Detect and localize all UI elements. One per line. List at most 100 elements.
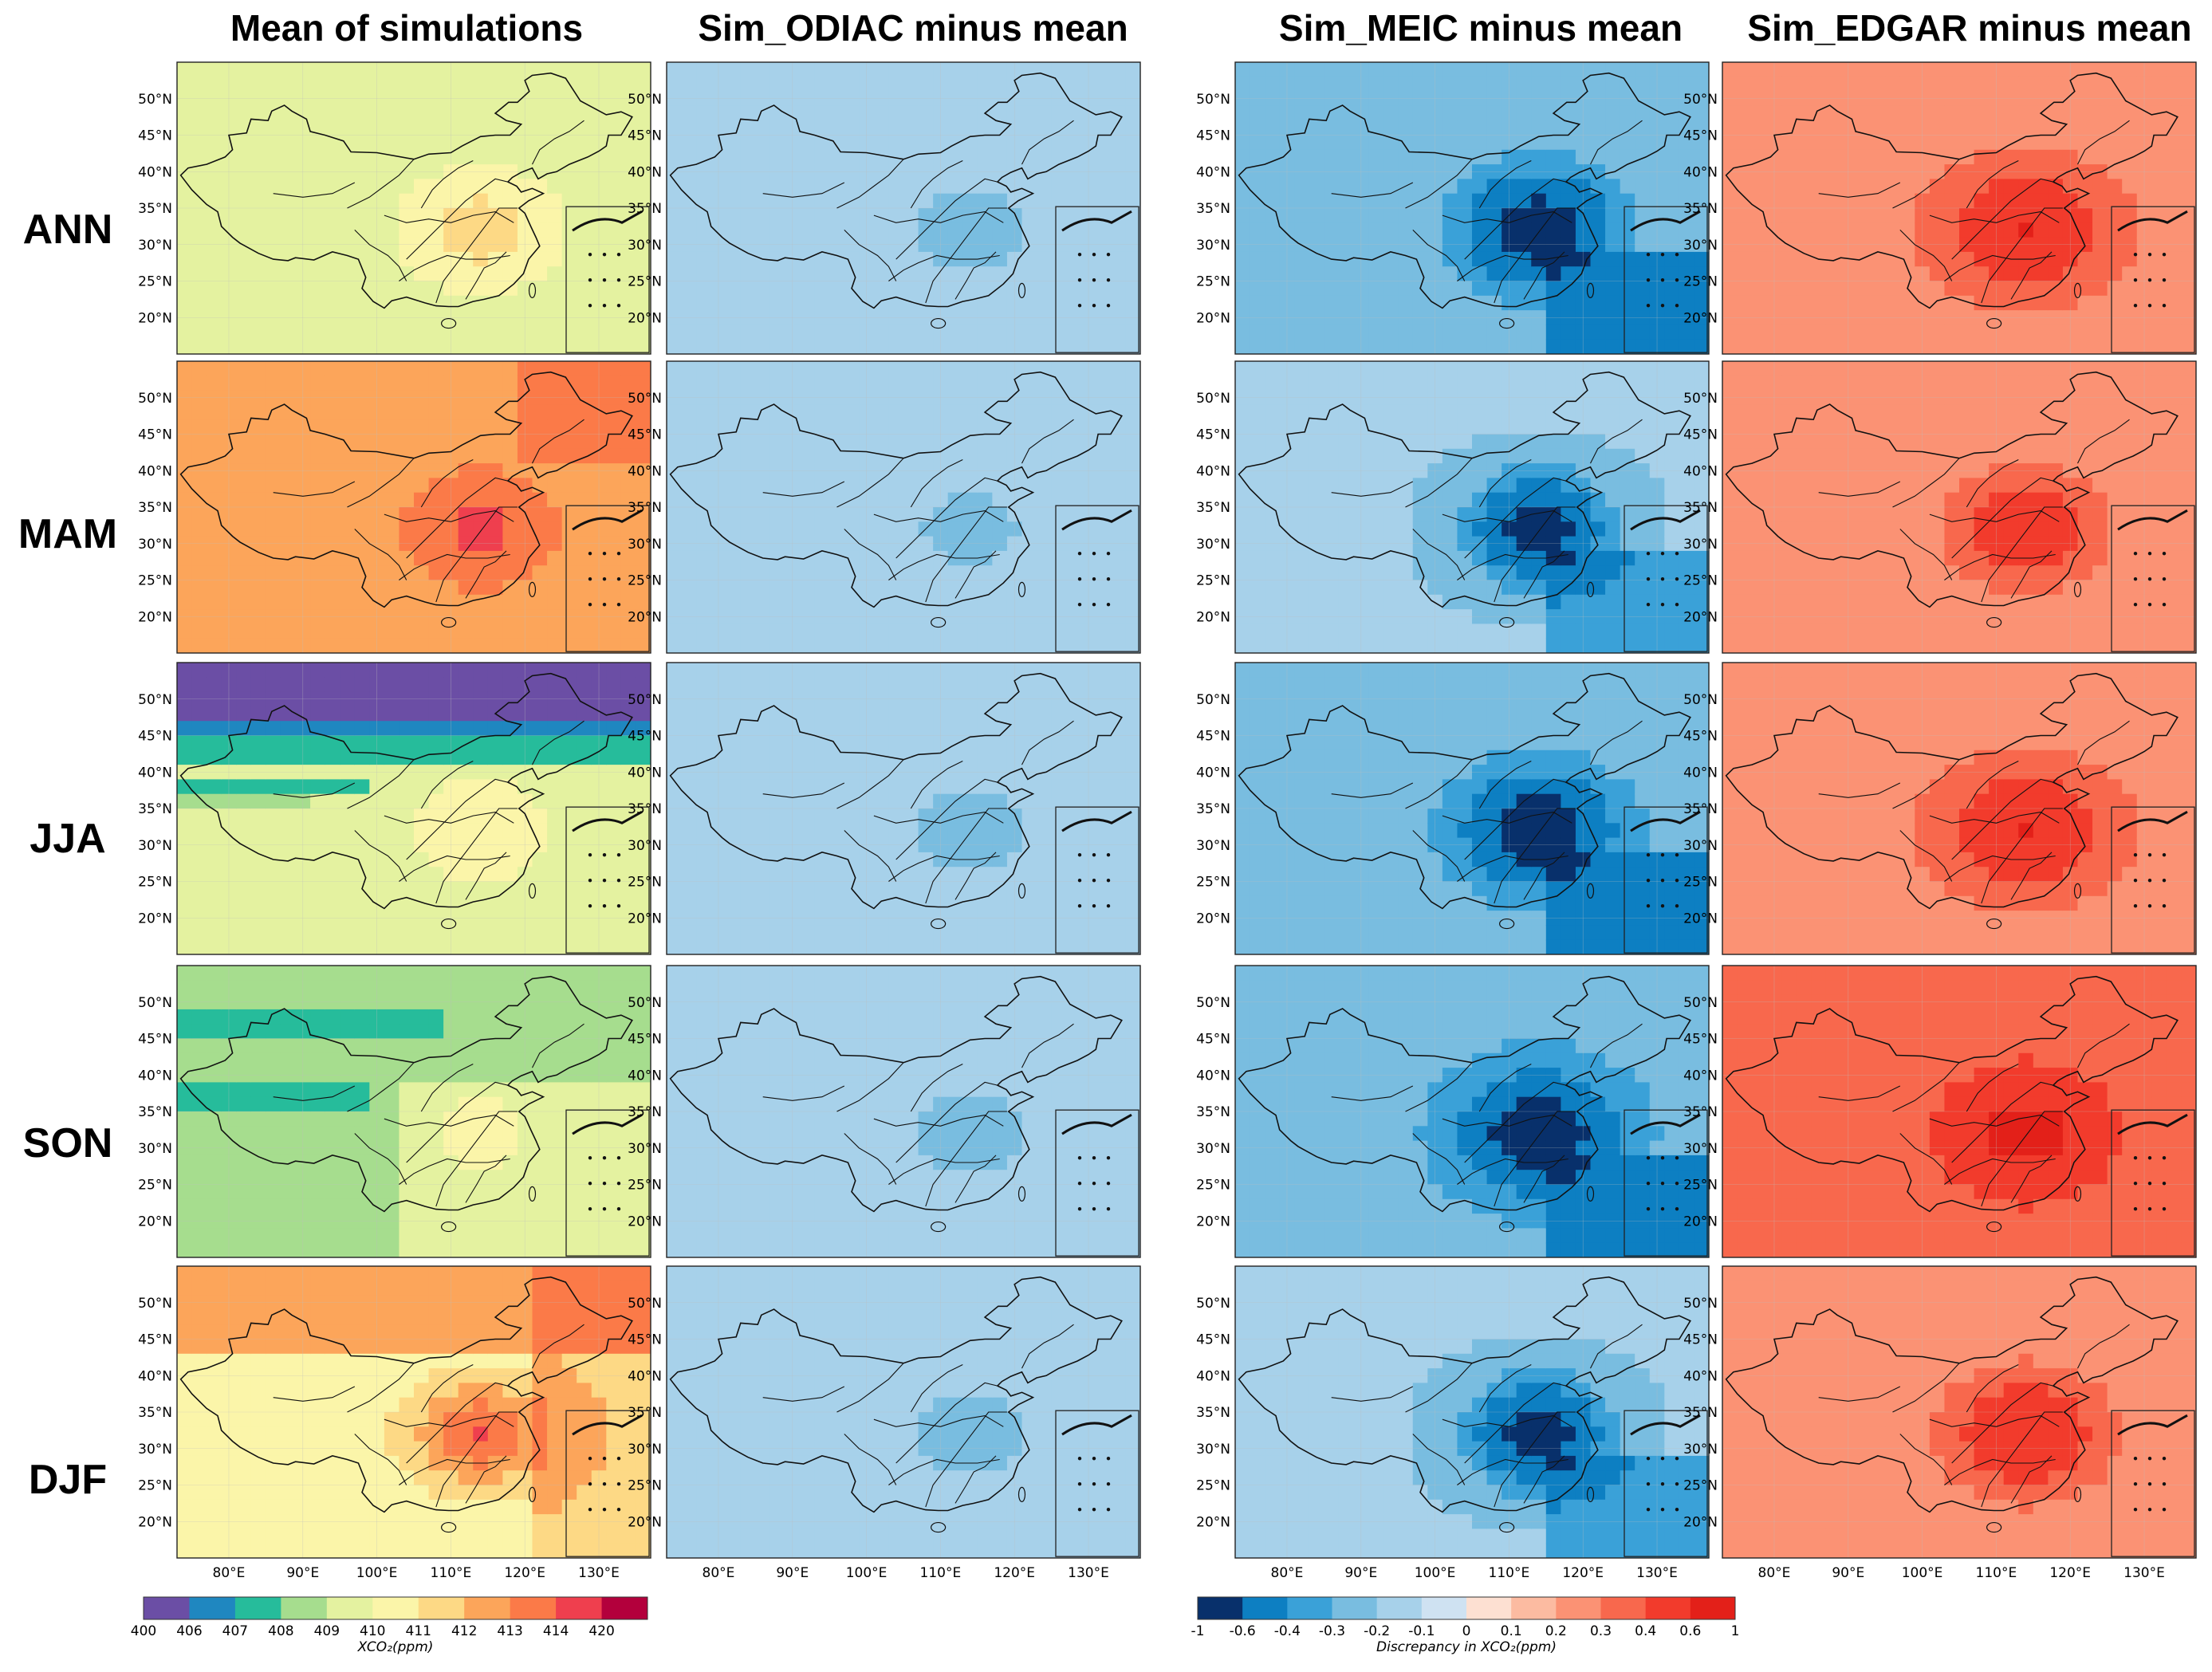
heatmap-cell (384, 1514, 400, 1529)
heatmap-cell (1037, 638, 1053, 653)
heatmap-cell (310, 1383, 326, 1399)
heatmap-cell (191, 1170, 207, 1186)
heatmap-cell (443, 1096, 459, 1112)
heatmap-cell (443, 1170, 459, 1186)
heatmap-cell (620, 434, 637, 450)
heatmap-cell (888, 149, 904, 165)
heatmap-cell (532, 1543, 548, 1558)
heatmap-cell (888, 77, 904, 92)
heatmap-cell (280, 1470, 297, 1486)
heatmap-cell (755, 721, 771, 737)
heatmap-cell (726, 852, 742, 867)
heatmap-cell (458, 1441, 474, 1457)
heatmap-cell (1021, 448, 1037, 464)
lat-tick-label: 20°N (628, 310, 662, 326)
heatmap-cell (280, 1228, 297, 1244)
heatmap-cell (620, 1324, 637, 1340)
heatmap-cell (280, 120, 297, 136)
heatmap-cell (384, 735, 400, 751)
heatmap-cell (620, 1024, 637, 1040)
heatmap-cell (1066, 478, 1082, 494)
heatmap-cell (873, 91, 890, 107)
heatmap-cell (606, 624, 622, 639)
heatmap-cell (221, 179, 237, 195)
province-border (873, 510, 1004, 522)
heatmap-cell (177, 1514, 193, 1529)
heatmap-cell (502, 565, 518, 581)
heatmap-cell (221, 62, 237, 77)
heatmap-cell (636, 1126, 651, 1142)
heatmap-cell (933, 266, 949, 282)
heatmap-cell (947, 361, 963, 376)
heatmap-cell (606, 594, 622, 610)
heatmap-cell (620, 779, 637, 795)
heatmap-cell (620, 1499, 637, 1515)
heatmap-cell (236, 1499, 252, 1515)
heatmap-cell (250, 867, 266, 883)
heatmap-cell (354, 749, 370, 765)
heatmap-cell (977, 492, 993, 508)
inset-island (1092, 576, 1096, 581)
heatmap-cell (502, 339, 518, 354)
heatmap-cell (354, 939, 370, 954)
heatmap-cell (399, 980, 415, 996)
heatmap-cell (221, 135, 237, 151)
heatmap-cell (547, 1281, 563, 1296)
lat-tick-label: 25°N (138, 274, 172, 290)
heatmap-cell (903, 77, 919, 92)
heatmap-cell (992, 550, 1008, 566)
lat-tick-label: 25°N (138, 875, 172, 891)
heatmap-cell (280, 1368, 297, 1383)
heatmap-cell (221, 793, 237, 809)
inset-island (602, 878, 607, 883)
heatmap-cell (502, 135, 518, 151)
heatmap-cell (547, 1096, 563, 1112)
heatmap-cell (726, 550, 742, 566)
heatmap-cell (547, 867, 563, 883)
heatmap-cell (310, 565, 326, 581)
heatmap-cell (428, 594, 444, 610)
heatmap-cell (487, 1383, 503, 1399)
heatmap-cell (681, 749, 697, 765)
heatmap-cell (710, 404, 726, 420)
heatmap-cell (726, 135, 742, 151)
heatmap-cell (710, 434, 726, 450)
heatmap-cell (873, 266, 890, 282)
heatmap-cell (384, 793, 400, 809)
heatmap-cell (977, 120, 993, 136)
heatmap-cell (800, 492, 816, 508)
heatmap-cell (207, 1455, 222, 1471)
heatmap-cell (547, 193, 563, 209)
heatmap-cell (517, 1324, 533, 1340)
heatmap-cell (280, 779, 297, 795)
heatmap-cell (1021, 419, 1037, 435)
heatmap-cell (726, 325, 742, 340)
heatmap-cell (428, 994, 444, 1010)
heatmap-cell (918, 281, 934, 297)
heatmap-cell (769, 939, 786, 954)
heatmap-cell (428, 1499, 444, 1515)
province-border (399, 1458, 510, 1485)
heatmap-cell (207, 266, 222, 282)
heatmap-cell (502, 1009, 518, 1025)
heatmap-cell (577, 793, 592, 809)
inset-island (602, 277, 607, 282)
heatmap-cell (473, 925, 489, 941)
heatmap-cell (236, 1096, 252, 1112)
lat-tick-label: 45°N (138, 128, 172, 144)
heatmap-cell (577, 179, 592, 195)
heatmap-cell (903, 434, 919, 450)
heatmap-cell (517, 448, 533, 464)
heatmap-cell (561, 706, 577, 722)
heatmap-cell (1125, 281, 1140, 297)
heatmap-cell (310, 779, 326, 795)
heatmap-cell (191, 808, 207, 824)
heatmap-cell (310, 1441, 326, 1457)
heatmap-cell (696, 376, 712, 391)
heatmap-cell (443, 779, 459, 795)
heatmap-cell (1066, 266, 1082, 282)
heatmap-cell (681, 507, 697, 522)
heatmap-cell (620, 994, 637, 1010)
heatmap-cell (458, 677, 474, 693)
heatmap-cell (250, 208, 266, 223)
